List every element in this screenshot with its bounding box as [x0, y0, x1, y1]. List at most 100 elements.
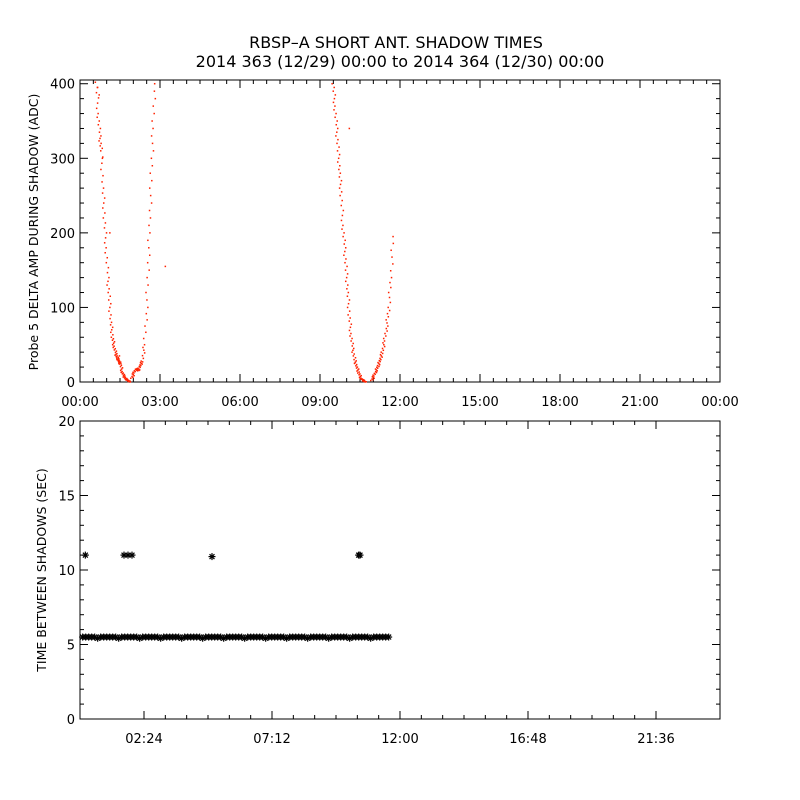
top-data-point [336, 131, 338, 133]
top-data-point [342, 224, 344, 227]
top-x-tick-label: 09:00 [301, 395, 338, 410]
top-data-point [357, 368, 360, 370]
top-data-point [332, 101, 335, 104]
top-data-point [101, 162, 103, 165]
top-data-point [150, 135, 153, 137]
top-data-point [355, 367, 358, 369]
top-data-point [347, 284, 349, 286]
top-data-point [146, 276, 148, 279]
top-data-point [112, 338, 115, 340]
top-data-point [121, 373, 124, 375]
top-data-point [113, 345, 115, 347]
top-data-point [360, 378, 363, 381]
top-data-point [107, 280, 109, 283]
top-data-point [138, 365, 141, 368]
top-data-point [387, 306, 389, 309]
top-data-point [358, 376, 361, 379]
top-data-point [389, 301, 392, 304]
top-data-point [355, 365, 357, 367]
top-x-tick-label: 18:00 [541, 395, 578, 410]
top-data-point [102, 207, 104, 209]
top-data-point [373, 375, 375, 377]
top-data-point [341, 214, 344, 217]
top-data-point [336, 127, 339, 130]
top-data-point [100, 168, 102, 171]
top-data-point [141, 354, 144, 357]
top-data-point [338, 176, 341, 178]
top-data-point [353, 358, 355, 361]
top-data-point [361, 378, 364, 380]
top-data-point [339, 172, 342, 174]
top-data-point [336, 120, 338, 122]
top-data-point [337, 138, 339, 141]
top-data-point [338, 168, 340, 171]
chart-title-line2: 2014 363 (12/29) 00:00 to 2014 364 (12/3… [196, 52, 605, 71]
bottom-data-points [79, 551, 393, 642]
top-data-point [339, 194, 341, 197]
top-data-point [339, 165, 341, 167]
top-data-point [341, 228, 343, 230]
top-data-point [151, 179, 153, 182]
top-data-point [120, 368, 123, 370]
top-data-point [120, 371, 122, 374]
top-data-point [114, 354, 116, 356]
top-data-point [136, 368, 139, 371]
top-data-point [105, 232, 108, 234]
top-data-point [382, 342, 384, 344]
top-data-point [355, 360, 357, 362]
top-data-point [390, 286, 392, 289]
top-data-point [114, 351, 117, 354]
top-data-point [149, 194, 152, 197]
top-data-point [145, 331, 147, 334]
top-data-point [140, 362, 143, 365]
top-data-point [371, 378, 373, 380]
top-data-point [379, 360, 381, 363]
top-x-tick-label: 03:00 [141, 395, 178, 410]
top-data-point [148, 269, 150, 271]
top-data-point [375, 369, 378, 371]
top-data-point [342, 235, 344, 238]
top-data-point [139, 366, 141, 369]
top-data-point [97, 112, 99, 115]
top-data-point [378, 363, 381, 366]
top-data-point [347, 291, 350, 294]
top-data-point [123, 373, 126, 376]
top-data-point [365, 381, 367, 383]
top-data-point [122, 376, 124, 378]
top-data-point [336, 142, 338, 145]
top-data-point [153, 90, 156, 92]
top-data-point [143, 343, 146, 346]
top-data-point [111, 343, 114, 346]
top-data-point [138, 369, 141, 371]
top-data-point [352, 355, 355, 357]
top-data-point [390, 249, 392, 252]
top-data-point [141, 363, 143, 365]
top-data-point [101, 181, 103, 183]
top-data-point [363, 380, 365, 383]
bottom-data-point [208, 553, 216, 561]
top-data-point [131, 375, 133, 378]
top-data-point [104, 222, 107, 224]
top-data-point [148, 224, 150, 227]
bottom-y-axis-label: TIME BETWEEN SHADOWS (SEC) [34, 468, 49, 673]
bottom-x-tick-label: 02:24 [125, 732, 162, 747]
top-data-point [116, 352, 118, 355]
top-data-point [385, 335, 387, 337]
top-data-point [129, 381, 131, 383]
top-data-point [343, 232, 345, 234]
bottom-y-tick-label: 20 [58, 415, 75, 430]
bottom-plot-frame [79, 420, 721, 720]
top-data-point [340, 204, 343, 207]
top-x-tick-label: 15:00 [461, 395, 498, 410]
top-data-point [121, 370, 123, 373]
top-data-point [342, 209, 345, 212]
top-data-point [136, 367, 138, 370]
top-data-point [104, 212, 106, 214]
top-data-point [358, 374, 360, 376]
top-data-point [358, 371, 360, 373]
top-data-point [383, 345, 386, 348]
top-data-point [356, 366, 359, 368]
bottom-panel-time-between-shadows: TIME BETWEEN SHADOWS (SEC) 02:24 07:12 12:… [34, 415, 721, 747]
top-data-point [95, 107, 98, 110]
top-data-point [389, 270, 392, 272]
